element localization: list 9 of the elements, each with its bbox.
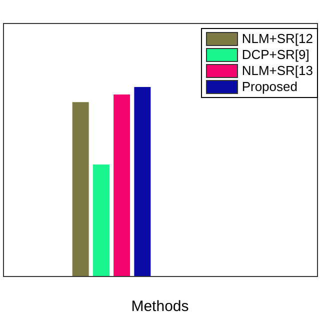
legend-label: Proposed [242,79,298,95]
bar [134,87,151,276]
bar [72,102,89,276]
legend-label: NLM+SR[12 [242,31,313,47]
bar [92,164,110,276]
x-axis-title: Methods [130,298,190,315]
bar [114,94,130,276]
legend-label: DCP+SR[9] [242,47,310,63]
legend-label: NLM+SR[13 [242,63,313,79]
